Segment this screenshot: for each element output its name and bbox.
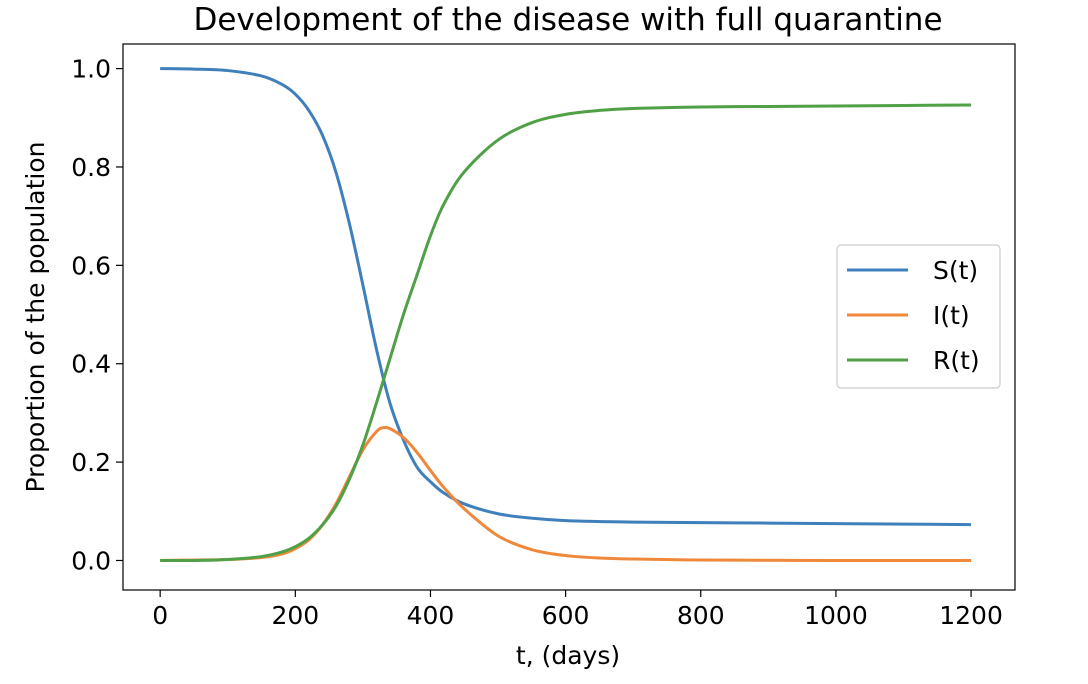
x-tick-label: 400 bbox=[407, 601, 455, 630]
legend-box bbox=[836, 244, 1001, 389]
y-tick-label: 0.4 bbox=[71, 350, 111, 379]
y-axis-label: Proportion of the population bbox=[21, 142, 50, 493]
x-axis-label: t, (days) bbox=[516, 641, 620, 670]
x-tick-label: 1200 bbox=[939, 601, 1003, 630]
x-axis: 0 200 400 600 800 1000 1200 bbox=[152, 590, 1003, 630]
x-tick-label: 800 bbox=[677, 601, 725, 630]
series-line-2 bbox=[160, 425, 972, 563]
series-line-3 bbox=[160, 103, 972, 563]
series-line-1 bbox=[160, 67, 972, 527]
legend-label: I(t) bbox=[933, 301, 970, 330]
legend: S(t) I(t) R(t) bbox=[836, 244, 1001, 389]
y-tick-label: 1.0 bbox=[71, 55, 111, 84]
legend-label: R(t) bbox=[933, 346, 980, 375]
y-tick-label: 0.2 bbox=[71, 448, 111, 477]
x-tick-label: 200 bbox=[271, 601, 319, 630]
y-axis: 0.0 0.2 0.4 0.6 0.8 1.0 bbox=[71, 55, 123, 575]
x-tick-label: 0 bbox=[152, 601, 168, 630]
y-tick-label: 0.6 bbox=[71, 251, 111, 280]
chart-title: Development of the disease with full qua… bbox=[193, 2, 942, 38]
x-tick-label: 1000 bbox=[804, 601, 868, 630]
y-tick-label: 0.0 bbox=[71, 546, 111, 575]
series-lines bbox=[160, 67, 972, 563]
legend-label: S(t) bbox=[933, 256, 978, 285]
x-tick-label: 600 bbox=[542, 601, 590, 630]
plot-area bbox=[122, 43, 1016, 591]
y-tick-label: 0.8 bbox=[71, 153, 111, 182]
